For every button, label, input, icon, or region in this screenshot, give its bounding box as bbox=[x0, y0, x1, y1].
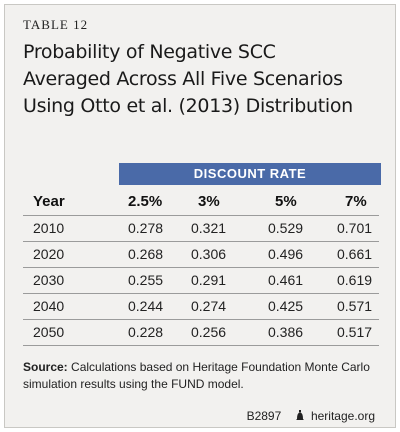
table-row: 2010 0.278 0.321 0.529 0.701 bbox=[23, 217, 379, 241]
title-line-1: Probability of Negative SCC bbox=[23, 41, 276, 63]
table-row: 2040 0.244 0.274 0.425 0.571 bbox=[23, 295, 379, 319]
table-row: 2030 0.255 0.291 0.461 0.619 bbox=[23, 269, 379, 293]
cell-value: 0.461 bbox=[268, 272, 304, 288]
cell-value: 0.291 bbox=[191, 272, 227, 288]
title-line-3: Using Otto et al. (2013) Distribution bbox=[23, 95, 353, 117]
cell-value: 0.278 bbox=[128, 220, 164, 236]
source-label: Source: bbox=[23, 360, 68, 374]
column-header-5: 5% bbox=[275, 193, 297, 210]
table-divider bbox=[23, 293, 379, 294]
cell-year: 2040 bbox=[33, 298, 65, 314]
table-label: TABLE 12 bbox=[23, 17, 89, 32]
column-header-year: Year bbox=[33, 193, 65, 210]
cell-value: 0.661 bbox=[337, 246, 373, 262]
liberty-bell-icon bbox=[295, 410, 305, 424]
cell-value: 0.321 bbox=[191, 220, 227, 236]
cell-value: 0.255 bbox=[128, 272, 164, 288]
cell-year: 2050 bbox=[33, 324, 65, 340]
cell-value: 0.228 bbox=[128, 324, 164, 340]
cell-value: 0.496 bbox=[268, 246, 304, 262]
table-row: 2050 0.228 0.256 0.386 0.517 bbox=[23, 321, 379, 345]
cell-value: 0.306 bbox=[191, 246, 227, 262]
column-header-3: 3% bbox=[198, 193, 220, 210]
cell-value: 0.619 bbox=[337, 272, 373, 288]
cell-value: 0.274 bbox=[191, 298, 227, 314]
cell-value: 0.268 bbox=[128, 246, 164, 262]
table-divider bbox=[23, 241, 379, 242]
cell-value: 0.386 bbox=[268, 324, 304, 340]
table-row: 2020 0.268 0.306 0.496 0.661 bbox=[23, 243, 379, 267]
cell-year: 2010 bbox=[33, 220, 65, 236]
table-divider bbox=[23, 345, 379, 346]
cell-year: 2020 bbox=[33, 246, 65, 262]
column-header-7: 7% bbox=[345, 193, 367, 210]
table-divider bbox=[23, 267, 379, 268]
source-text: Calculations based on Heritage Foundatio… bbox=[23, 360, 370, 391]
report-code: B2897 bbox=[246, 409, 282, 423]
cell-year: 2030 bbox=[33, 272, 65, 288]
cell-value: 0.256 bbox=[191, 324, 227, 340]
cell-value: 0.517 bbox=[337, 324, 373, 340]
table-card: TABLE 12 Probability of Negative SCC Ave… bbox=[4, 4, 396, 428]
table-divider bbox=[23, 215, 379, 216]
table-divider bbox=[23, 319, 379, 320]
discount-rate-header: DISCOUNT RATE bbox=[119, 163, 381, 185]
footer: B2897 heritage.org bbox=[247, 409, 375, 424]
cell-value: 0.571 bbox=[337, 298, 373, 314]
cell-value: 0.529 bbox=[268, 220, 304, 236]
cell-value: 0.244 bbox=[128, 298, 164, 314]
cell-value: 0.425 bbox=[268, 298, 304, 314]
column-header-2-5: 2.5% bbox=[128, 193, 163, 210]
site-link[interactable]: heritage.org bbox=[310, 409, 375, 423]
source-note: Source: Calculations based on Heritage F… bbox=[23, 359, 383, 393]
table-title: Probability of Negative SCC Averaged Acr… bbox=[23, 39, 393, 120]
title-line-2: Averaged Across All Five Scenarios bbox=[23, 68, 343, 90]
column-header-row: Year 2.5% 3% 5% 7% bbox=[23, 193, 379, 211]
cell-value: 0.701 bbox=[337, 220, 373, 236]
